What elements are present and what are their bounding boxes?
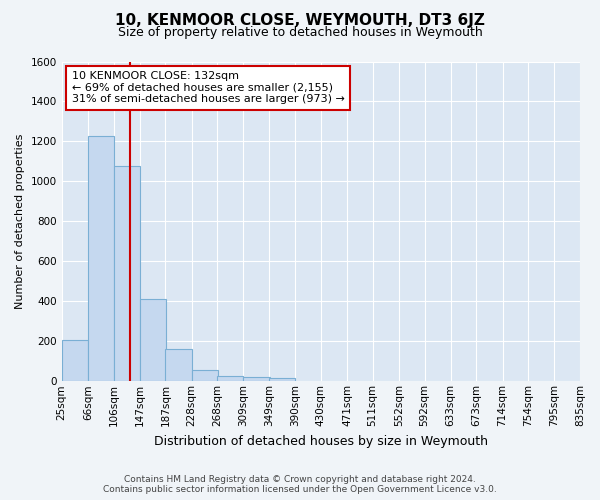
Bar [269, 378, 295, 382]
Bar [217, 376, 244, 382]
Bar [88, 136, 114, 382]
Bar [244, 378, 269, 382]
Bar [62, 340, 88, 382]
Text: 10, KENMOOR CLOSE, WEYMOUTH, DT3 6JZ: 10, KENMOOR CLOSE, WEYMOUTH, DT3 6JZ [115, 12, 485, 28]
Bar [166, 350, 191, 382]
Text: Contains HM Land Registry data © Crown copyright and database right 2024.
Contai: Contains HM Land Registry data © Crown c… [103, 474, 497, 494]
Y-axis label: Number of detached properties: Number of detached properties [15, 134, 25, 309]
Bar [113, 166, 140, 382]
Bar [191, 370, 218, 382]
Text: Size of property relative to detached houses in Weymouth: Size of property relative to detached ho… [118, 26, 482, 39]
Bar [140, 300, 166, 382]
Text: 10 KENMOOR CLOSE: 132sqm
← 69% of detached houses are smaller (2,155)
31% of sem: 10 KENMOOR CLOSE: 132sqm ← 69% of detach… [72, 71, 345, 104]
X-axis label: Distribution of detached houses by size in Weymouth: Distribution of detached houses by size … [154, 434, 488, 448]
